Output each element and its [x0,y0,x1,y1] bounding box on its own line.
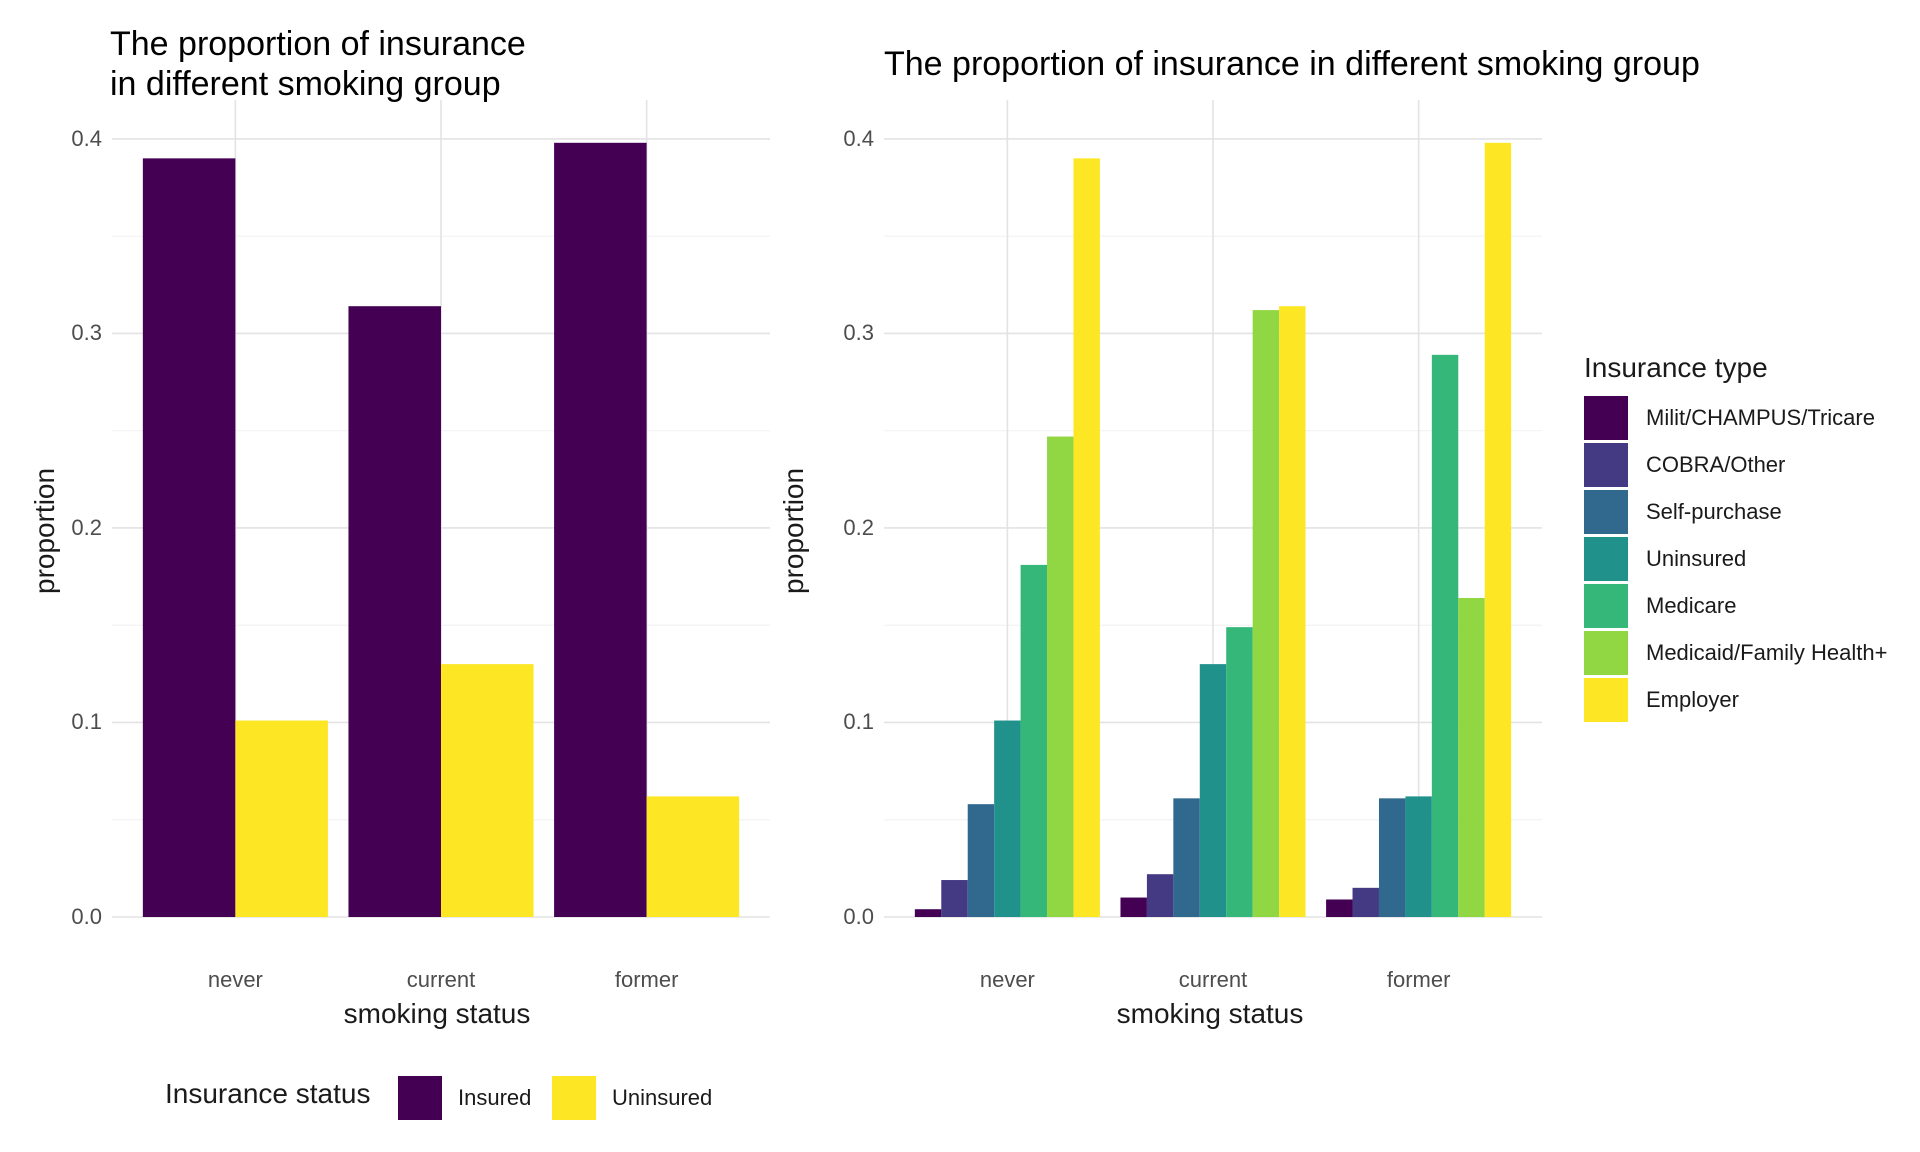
legend-swatch [1584,537,1628,581]
y-tick-label: 0.0 [843,904,874,929]
bar-never-employer [1073,158,1100,917]
bar-current-medicaid-family-health- [1252,310,1280,918]
bar-never-self-purchase [967,804,995,917]
bar-former-medicare [1431,354,1459,918]
x-tick-label: former [1386,967,1451,992]
y-tick-label: 0.4 [71,125,102,151]
legend-swatch [1584,631,1628,675]
x-tick-label: never [207,967,263,992]
bar-former-medicaid-family-health- [1458,597,1485,917]
bar-never-medicaid-family-health- [1047,436,1074,917]
bar-current-self-purchase [1173,798,1200,917]
bar-current-cobra-other [1146,874,1174,917]
legend-label: Uninsured [1646,546,1747,571]
legend-swatch [398,1076,442,1120]
left-x-axis-label: smoking status [343,998,531,1029]
right-y-axis-label: proportion [778,467,809,594]
x-tick-label: current [406,967,476,992]
right-chart-panel: The proportion of insurance in different… [778,0,1920,1152]
legend-label: Medicare [1646,593,1737,618]
left-legend-title: Insurance status [165,1078,371,1109]
legend-swatch [1584,396,1628,440]
bar-never-insured [142,158,236,917]
legend-swatch [1584,678,1628,722]
left-chart-panel: The proportion of insurance in different… [0,0,780,1152]
bar-current-employer [1279,306,1306,917]
right-chart-title: The proportion of insurance in different… [884,45,1700,83]
bar-never-cobra-other [941,880,968,917]
legend-label: Employer [1646,687,1739,712]
bar-never-uninsured [235,720,328,917]
y-tick-label: 0.1 [843,709,874,735]
left-chart-svg [112,100,770,918]
bar-former-milit-champus-tricare [1326,899,1353,917]
bar-former-cobra-other [1352,887,1379,917]
bar-never-uninsured [994,720,1021,917]
x-tick-label: never [979,967,1035,992]
legend-swatch [1584,443,1628,487]
bar-former-employer [1484,142,1512,918]
right-x-axis-label: smoking status [1116,998,1304,1029]
legend-label: Milit/CHAMPUS/Tricare [1646,405,1875,430]
bar-never-medicare [1020,564,1048,917]
legend-swatch [1584,490,1628,534]
bar-current-milit-champus-tricare [1120,897,1147,917]
left-y-axis-label: proportion [29,467,60,594]
legend-swatch [1584,584,1628,628]
legend-label: Uninsured [612,1085,713,1110]
right-chart-svg [884,100,1542,918]
x-tick-label: current [1178,967,1248,992]
right-legend-title: Insurance type [1584,352,1768,383]
bar-current-insured [348,306,441,917]
legend-label: Insured [458,1085,532,1110]
left-chart-title: The proportion of insurance in different… [110,24,526,104]
y-tick-label: 0.3 [843,320,874,346]
legend-label: Self-purchase [1646,499,1782,524]
bar-current-uninsured [1199,664,1227,917]
bar-current-uninsured [441,664,534,917]
bar-current-medicare [1226,627,1253,917]
y-tick-label: 0.2 [843,514,874,540]
y-tick-label: 0.2 [71,514,102,540]
legend-label: Medicaid/Family Health+ [1646,640,1888,665]
bar-former-uninsured [1405,796,1432,917]
left-chart-title-line-2: in different smoking group [110,65,501,103]
y-tick-label: 0.1 [71,709,102,735]
legend-swatch [552,1076,596,1120]
y-tick-label: 0.0 [71,904,102,929]
bar-former-self-purchase [1378,798,1406,917]
bar-never-milit-champus-tricare [914,909,942,917]
x-tick-label: former [614,967,679,992]
y-tick-label: 0.3 [71,320,102,346]
left-chart-title-line-1: The proportion of insurance [110,25,526,63]
bar-former-uninsured [646,796,740,917]
y-tick-label: 0.4 [843,125,874,151]
bar-former-insured [554,142,647,918]
legend-label: COBRA/Other [1646,452,1786,477]
